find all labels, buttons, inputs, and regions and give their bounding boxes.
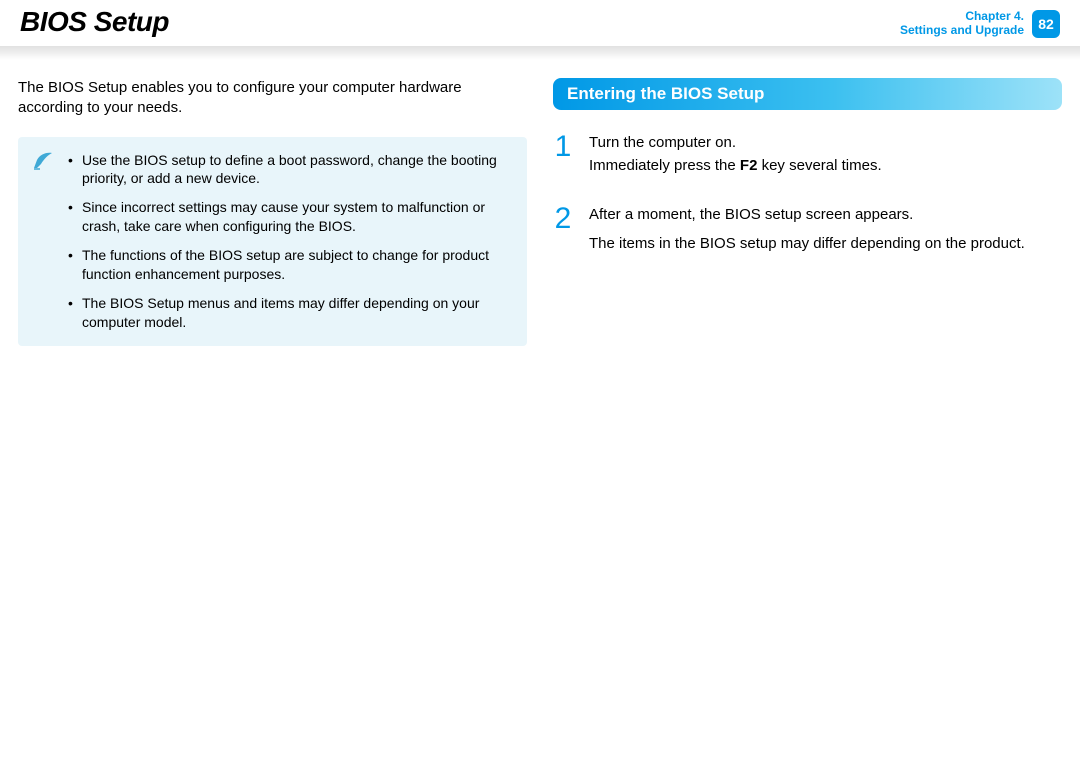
- note-quill-icon: [32, 151, 56, 176]
- step-line: After a moment, the BIOS setup screen ap…: [589, 204, 1025, 225]
- note-list: Use the BIOS setup to define a boot pass…: [68, 151, 511, 332]
- note-bullet: The BIOS Setup menus and items may diffe…: [68, 294, 511, 332]
- header-divider: [0, 46, 1080, 60]
- step-line: Immediately press the F2 key several tim…: [589, 155, 882, 176]
- section-heading: Entering the BIOS Setup: [553, 78, 1062, 110]
- note-box: Use the BIOS setup to define a boot pass…: [18, 137, 527, 346]
- step-line: The items in the BIOS setup may differ d…: [589, 233, 1025, 254]
- step-number: 2: [553, 204, 573, 234]
- chapter-line-1: Chapter 4.: [900, 10, 1024, 24]
- step-1: 1 Turn the computer on. Immediately pres…: [553, 132, 1062, 178]
- page-number-badge: 82: [1032, 10, 1060, 38]
- note-bullet: Since incorrect settings may cause your …: [68, 198, 511, 236]
- page-title: BIOS Setup: [20, 6, 169, 38]
- step-2: 2 After a moment, the BIOS setup screen …: [553, 204, 1062, 256]
- chapter-label: Chapter 4. Settings and Upgrade: [900, 10, 1024, 38]
- intro-text: The BIOS Setup enables you to configure …: [18, 78, 527, 119]
- right-column: Entering the BIOS Setup 1 Turn the compu…: [553, 78, 1062, 346]
- step-body: After a moment, the BIOS setup screen ap…: [589, 204, 1025, 256]
- note-bullet: Use the BIOS setup to define a boot pass…: [68, 151, 511, 189]
- step-body: Turn the computer on. Immediately press …: [589, 132, 882, 178]
- left-column: The BIOS Setup enables you to configure …: [18, 78, 527, 346]
- header-meta: Chapter 4. Settings and Upgrade 82: [900, 6, 1060, 38]
- step-line: Turn the computer on.: [589, 132, 882, 153]
- note-bullet: The functions of the BIOS setup are subj…: [68, 246, 511, 284]
- chapter-line-2: Settings and Upgrade: [900, 24, 1024, 38]
- step-number: 1: [553, 132, 573, 162]
